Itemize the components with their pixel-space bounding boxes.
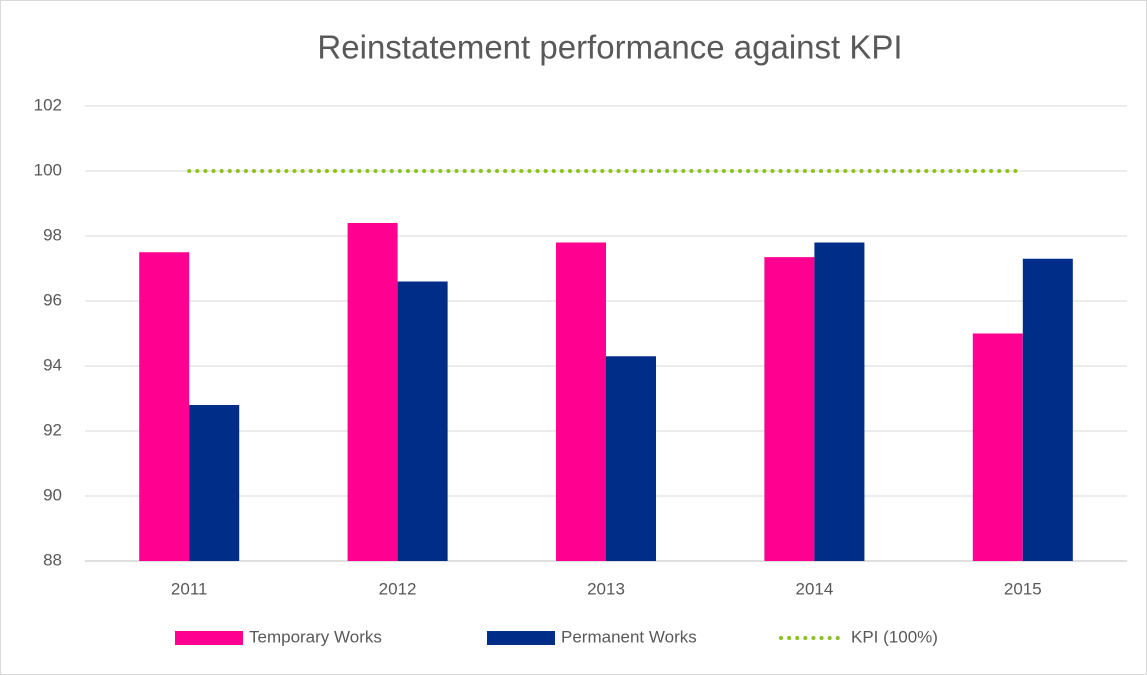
y-tick-label: 100: [34, 160, 62, 179]
x-tick-label: 2012: [379, 579, 417, 598]
legend-swatch: [487, 631, 555, 645]
y-tick-label: 92: [43, 420, 62, 439]
y-tick-label: 96: [43, 290, 62, 309]
bar: [814, 242, 865, 561]
legend-swatch: [175, 631, 243, 645]
y-tick-label: 102: [34, 95, 62, 114]
legend-label: Permanent Works: [561, 627, 697, 646]
y-tick-label: 98: [43, 225, 62, 244]
x-tick-label: 2013: [587, 579, 625, 598]
x-tick-label: 2011: [171, 579, 208, 598]
bar: [347, 223, 398, 561]
bar: [397, 281, 448, 561]
bar: [606, 356, 657, 561]
bar: [555, 242, 606, 561]
y-tick-label: 88: [43, 550, 62, 569]
x-tick-label: 2015: [1004, 579, 1042, 598]
legend-label: KPI (100%): [851, 627, 938, 646]
y-tick-label: 94: [43, 355, 62, 374]
bar: [764, 257, 815, 561]
bar: [972, 333, 1023, 561]
bar: [189, 405, 240, 561]
x-tick-label: 2014: [795, 579, 833, 598]
y-tick-label: 90: [43, 485, 62, 504]
legend-label: Temporary Works: [249, 627, 382, 646]
bar: [1022, 258, 1073, 561]
chart-title: Reinstatement performance against KPI: [317, 29, 902, 66]
bar: [139, 252, 190, 561]
